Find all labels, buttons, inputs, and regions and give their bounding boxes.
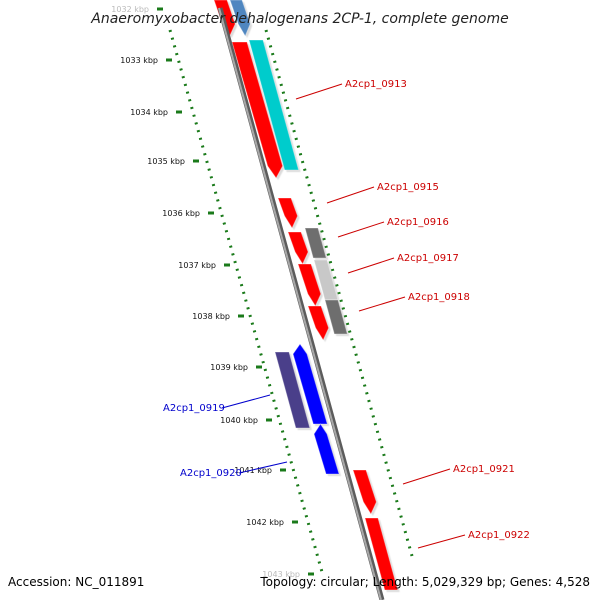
backbone	[217, 7, 385, 600]
gene-bar-0915[interactable]	[277, 197, 300, 230]
kbp-tick-label: 1043 kbp	[262, 570, 300, 579]
inner-dotted-track	[168, 29, 324, 573]
gene-leader-line	[337, 221, 385, 238]
gene-leader-line	[358, 296, 406, 312]
gene-features	[213, 0, 400, 592]
gene-labels: A2cp1_0913 A2cp1_0915 A2cp1_0916 A2cp1_0917…	[163, 79, 530, 549]
gene-bar-0916[interactable]	[287, 231, 311, 266]
kbp-tick-label: 1042 kbp	[246, 518, 284, 527]
gene-leader-line	[402, 468, 451, 485]
gene-bar-0916-partner[interactable]	[304, 227, 329, 260]
gene-leader-line	[347, 257, 395, 274]
gene-bar-0917[interactable]	[297, 263, 323, 308]
gene-leader-line	[221, 394, 271, 409]
summary-text: Topology: circular; Length: 5,029,329 bp…	[259, 575, 590, 589]
kbp-tick-label: 1037 kbp	[178, 261, 216, 270]
gene-bar-0918-partner[interactable]	[324, 299, 350, 336]
scale-track: 1032 kbp 1033 kbp 1034 kbp 1035 kbp 1036 kbp…	[111, 5, 414, 579]
gene-leader-line	[238, 461, 288, 474]
gene-leader-line	[326, 186, 375, 204]
gene-label-a2cp1_0917[interactable]: A2cp1_0917	[397, 253, 459, 264]
gene-bar-0913[interactable]	[231, 41, 285, 180]
kbp-tick-label: 1033 kbp	[120, 56, 158, 65]
gene-leader-line	[295, 83, 343, 100]
gene-label-a2cp1_0915[interactable]: A2cp1_0915	[377, 182, 439, 193]
outer-dotted-track	[264, 29, 414, 557]
gene-label-a2cp1_0918[interactable]: A2cp1_0918	[408, 292, 470, 303]
kbp-tick-label: 1034 kbp	[130, 108, 168, 117]
kbp-tick-label: 1038 kbp	[192, 312, 230, 321]
gene-label-a2cp1_0913[interactable]: A2cp1_0913	[345, 79, 407, 90]
gene-leader-line	[417, 534, 466, 549]
gene-label-a2cp1_0922[interactable]: A2cp1_0922	[468, 530, 530, 541]
gene-bar-0921[interactable]	[352, 469, 379, 516]
gene-bar-0922[interactable]	[364, 517, 400, 592]
gene-bar-0920[interactable]	[313, 423, 342, 476]
kbp-ticks: 1032 kbp 1033 kbp 1034 kbp 1035 kbp 1036 kbp…	[111, 5, 314, 579]
gene-bar-0918[interactable]	[307, 305, 331, 342]
accession-text: Accession: NC_011891	[8, 575, 144, 589]
kbp-tick-label: 1040 kbp	[220, 416, 258, 425]
kbp-tick-label: 1041 kbp	[234, 466, 272, 475]
gene-bar-0919-partner[interactable]	[274, 351, 312, 430]
kbp-tick-label: 1039 kbp	[210, 363, 248, 372]
kbp-tick-label: 1032 kbp	[111, 5, 149, 14]
kbp-tick-label: 1035 kbp	[147, 157, 185, 166]
gene-bar-0919[interactable]	[292, 343, 330, 426]
gene-label-a2cp1_0919[interactable]: A2cp1_0919	[163, 403, 225, 414]
gene-label-a2cp1_0921[interactable]: A2cp1_0921	[453, 464, 515, 475]
gene-label-a2cp1_0916[interactable]: A2cp1_0916	[387, 217, 449, 228]
map-title: Anaeromyxobacter dehalogenans 2CP-1, com…	[90, 11, 508, 27]
gene-bar-0913-partner[interactable]	[248, 39, 301, 172]
kbp-tick-label: 1036 kbp	[162, 209, 200, 218]
gene-bar-top-blue[interactable]	[229, 0, 253, 38]
gene-label-a2cp1_0920[interactable]: A2cp1_0920	[180, 468, 242, 479]
